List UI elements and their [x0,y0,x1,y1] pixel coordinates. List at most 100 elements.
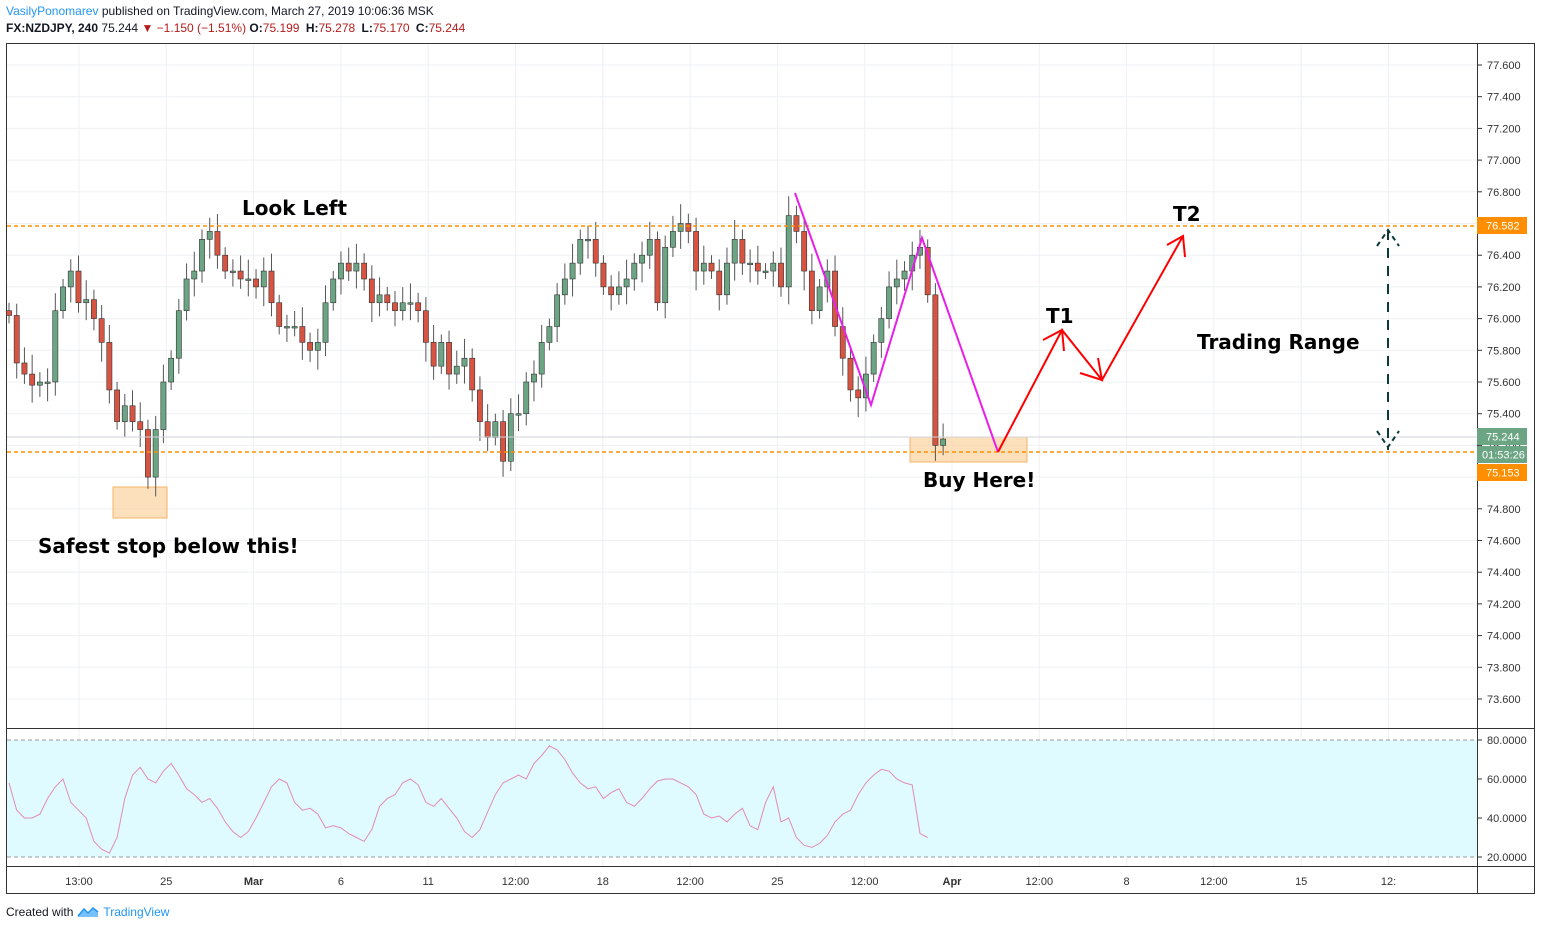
y-tick-label: 74.600 [1487,536,1521,548]
candle-body [106,342,113,391]
tradingview-link[interactable]: TradingView [103,905,170,919]
candle-body [284,326,290,329]
candle-body [577,239,584,264]
candle-body [268,270,275,304]
y-tick-label: 74.800 [1487,504,1521,516]
x-tick-label: 12:00 [502,876,530,888]
candle-body [754,262,761,272]
candle-body [345,262,352,272]
price-axis[interactable]: 77.60077.40077.20077.00076.80076.60076.4… [1477,60,1521,706]
last-price: 75.244 [101,21,139,35]
candle-body [29,373,36,386]
high-value: 75.278 [318,21,356,35]
candle-body [878,318,885,343]
trading-range-arrow[interactable] [1376,228,1400,450]
candle-body [824,270,831,288]
candle-body [260,270,267,288]
candle-body [353,262,360,272]
candle-body [793,215,800,232]
countdown-badge-text: 01:53:26 [1482,450,1525,462]
y-tick-label: 75.600 [1487,377,1521,389]
open-value: 75.199 [262,21,300,35]
candle-body [52,310,59,383]
candle-body [747,262,754,265]
y-tick-label: 75.400 [1487,409,1521,421]
time-axis[interactable]: 13:00 25 Mar 6 11 12:00 18 12:00 25 12:00 Apr 12:00… [65,876,1396,888]
candle-body [569,262,576,280]
candle-body [461,357,468,367]
candle-body [322,302,329,343]
x-tick-label: 12:00 [1200,876,1228,888]
y-tick-label: 77.400 [1487,92,1521,104]
look-left-label[interactable]: Look Left [242,196,347,220]
candle-body [60,286,66,311]
candle-body [446,342,452,375]
x-tick-label: 15 [1295,876,1307,888]
candle-body [183,278,190,311]
rsi-band [7,740,1477,857]
y-tick-label: 77.200 [1487,123,1521,135]
candle-body [191,270,198,280]
close-label: C: [415,21,429,35]
candle-body [314,342,321,351]
candle-body [145,429,151,478]
x-tick-label: 25 [771,876,783,888]
price-badge [1477,428,1527,445]
candle-body [801,231,808,272]
candle-body [438,342,445,367]
candle-body [662,246,669,304]
x-tick-label: 13:00 [65,876,93,888]
zigzag-pattern[interactable] [794,192,999,453]
x-tick-label: 12:00 [851,876,879,888]
candle-body [477,389,483,422]
candle-body [237,270,244,280]
y-tick-label: 73.800 [1487,662,1521,674]
y-tick-label: 76.200 [1487,282,1521,294]
stop-zone-box[interactable] [112,486,168,519]
candle-body [430,342,437,367]
high-label: H: [305,21,319,35]
candle-body [214,231,221,256]
trading-range-label[interactable]: Trading Range [1197,330,1360,354]
candle-body [83,299,90,304]
rsi-tick-label: 40.0000 [1487,813,1527,825]
y-tick-label: 73.600 [1487,694,1521,706]
projection-path[interactable] [997,235,1184,453]
candle-body [415,302,422,311]
x-tick-label: 18 [597,876,609,888]
candle-body [670,231,676,248]
candle-body [469,357,476,391]
buy-here-label[interactable]: Buy Here! [923,468,1035,492]
y-tick-label: 76.000 [1487,314,1521,326]
symbol-name[interactable]: FX:NZDJPY, 240 [6,21,99,35]
y-tick-label: 77.600 [1487,60,1521,72]
x-tick-label: Mar [244,876,264,888]
candle-body [137,421,144,430]
candle-body [739,239,746,264]
published-text: published on TradingView.com, March 27, … [101,4,434,18]
projection-arrows[interactable] [997,234,1186,453]
symbol-legend: FX:NZDJPY, 240 75.244 ▼ −1.150 (−1.51%) … [6,21,468,35]
x-tick-label: 12:00 [1026,876,1054,888]
safest-stop-label[interactable]: Safest stop below this! [38,534,299,558]
footer: Created with TradingView [6,905,169,919]
candle-body [160,381,167,430]
candle-body [608,286,615,296]
candle-body [98,318,105,343]
candle-body [206,231,213,240]
buy-zone-box[interactable] [909,436,1028,463]
t2-label[interactable]: T2 [1173,202,1201,226]
candle-body [847,357,854,391]
candle-body [693,231,699,272]
y-tick-label: 77.000 [1487,155,1521,167]
countdown-badge [1477,446,1527,463]
high-level-badge [1477,217,1527,234]
candle-body [685,223,692,232]
author-link[interactable]: VasilyPonomarev [6,4,99,18]
candle-body [855,389,862,399]
t1-label[interactable]: T1 [1046,304,1074,328]
y-tick-label: 74.000 [1487,631,1521,643]
candle-body [808,270,815,311]
candle-body [199,239,205,272]
